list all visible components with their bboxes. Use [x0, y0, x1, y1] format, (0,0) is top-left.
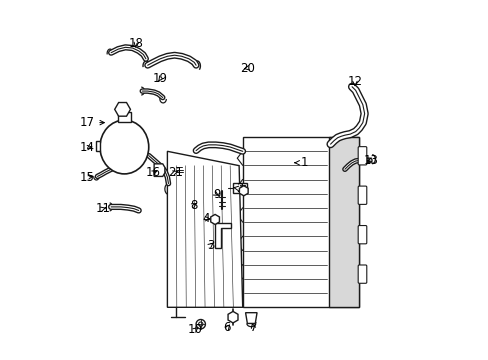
Text: 9: 9: [212, 188, 220, 201]
FancyBboxPatch shape: [357, 265, 366, 283]
Text: 20: 20: [240, 62, 254, 75]
Text: 13: 13: [363, 154, 377, 167]
Polygon shape: [96, 141, 100, 151]
Text: 1: 1: [294, 156, 308, 169]
Text: 4: 4: [202, 212, 209, 225]
Bar: [328, 137, 359, 307]
Ellipse shape: [100, 120, 148, 174]
Text: 6: 6: [223, 321, 230, 334]
Text: 18: 18: [128, 36, 143, 50]
Polygon shape: [154, 164, 164, 176]
Text: 12: 12: [347, 75, 362, 88]
Polygon shape: [210, 215, 219, 225]
Bar: [233, 183, 246, 193]
Text: 5: 5: [239, 184, 246, 197]
FancyBboxPatch shape: [357, 226, 366, 244]
FancyBboxPatch shape: [118, 112, 131, 122]
Text: 7: 7: [249, 321, 257, 334]
Text: 8: 8: [189, 199, 197, 212]
Polygon shape: [227, 311, 238, 323]
Text: 3: 3: [206, 239, 214, 252]
Polygon shape: [167, 151, 242, 307]
Polygon shape: [239, 186, 247, 196]
Text: 15: 15: [79, 171, 94, 184]
Text: 16: 16: [145, 166, 160, 179]
Text: 17: 17: [79, 116, 104, 129]
Text: 19: 19: [152, 72, 167, 85]
Polygon shape: [215, 223, 230, 248]
Text: 21: 21: [168, 166, 183, 179]
Text: 10: 10: [187, 323, 202, 336]
Bar: [242, 137, 359, 307]
Text: 2: 2: [233, 182, 244, 195]
Polygon shape: [245, 313, 257, 323]
Text: 11: 11: [95, 202, 110, 215]
Polygon shape: [115, 103, 130, 116]
Text: 14: 14: [79, 141, 94, 154]
FancyBboxPatch shape: [357, 147, 366, 165]
FancyBboxPatch shape: [357, 186, 366, 204]
